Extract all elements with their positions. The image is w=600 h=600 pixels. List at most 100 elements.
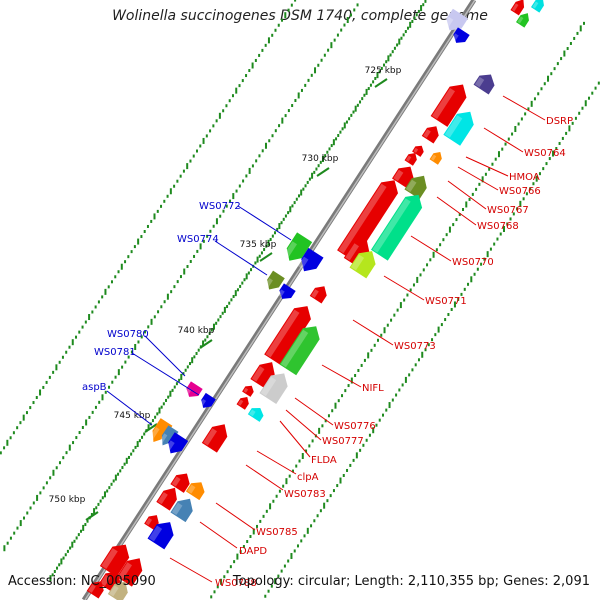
tick-mark xyxy=(315,167,318,171)
tick-mark xyxy=(393,313,396,317)
tick-mark xyxy=(81,325,84,329)
tick-mark xyxy=(328,147,331,151)
tick-mark xyxy=(232,294,235,298)
tick-mark xyxy=(153,315,156,319)
gene-arrow-highlight xyxy=(203,428,218,446)
tick-mark xyxy=(254,58,257,62)
tick-mark xyxy=(138,439,141,443)
tick-mark xyxy=(550,72,553,76)
tick-mark xyxy=(234,290,237,297)
tick-mark xyxy=(289,206,292,213)
tick-mark xyxy=(391,398,394,402)
tick-mark xyxy=(88,314,91,321)
tick-mark xyxy=(290,552,293,559)
tick-mark xyxy=(422,3,425,7)
gene-arrow-highlight xyxy=(311,289,319,298)
tick-mark xyxy=(363,93,366,97)
gene-arrow-highlight xyxy=(413,147,419,153)
tick-mark xyxy=(484,172,487,176)
tick-mark xyxy=(569,41,572,45)
tick-mark xyxy=(225,204,228,208)
tick-mark xyxy=(409,288,412,292)
tick-mark xyxy=(196,249,199,253)
gene-arrow-highlight xyxy=(423,129,431,138)
tick-mark xyxy=(171,388,174,392)
forward-gene-arrow xyxy=(116,558,143,587)
tick-mark xyxy=(553,67,556,71)
tick-mark xyxy=(350,377,353,384)
leader-line xyxy=(279,420,311,458)
gene-arrow-highlight xyxy=(158,433,168,444)
tick-mark xyxy=(186,365,189,369)
reverse-gene-arrow xyxy=(168,432,189,454)
gene-label-ws0764: WS0764 xyxy=(524,148,566,159)
tick-mark xyxy=(65,451,68,455)
tick-mark xyxy=(78,330,81,334)
tick-mark xyxy=(396,43,399,47)
leader-line xyxy=(321,364,362,388)
tick-mark xyxy=(42,486,45,490)
tick-mark xyxy=(400,36,403,40)
tick-mark xyxy=(412,283,415,287)
tick-mark xyxy=(60,558,63,565)
tick-mark xyxy=(597,81,600,85)
tick-mark xyxy=(182,169,185,173)
tick-mark xyxy=(140,335,143,339)
gene-arrow-highlight xyxy=(165,440,175,452)
tick-mark xyxy=(504,142,507,146)
tick-mark xyxy=(335,137,338,141)
tick-mark xyxy=(258,53,261,57)
tick-mark xyxy=(401,383,404,387)
tick-mark xyxy=(140,235,143,239)
tick-mark xyxy=(264,594,267,598)
tick-mark xyxy=(248,167,251,174)
gene-label-dapd: DAPD xyxy=(239,546,267,557)
gene-label-ws0783: WS0783 xyxy=(284,489,326,500)
tick-mark xyxy=(348,117,351,121)
tick-mark xyxy=(409,21,412,28)
gene-label-ws0781: WS0781 xyxy=(94,347,136,358)
tick-mark xyxy=(146,224,149,228)
tick-mark xyxy=(333,38,336,42)
tick-mark xyxy=(431,338,434,342)
tick-mark xyxy=(334,402,337,409)
tick-mark xyxy=(85,419,88,426)
forward-gene-arrow xyxy=(170,498,193,523)
tick-mark xyxy=(213,590,216,594)
tick-mark xyxy=(162,402,165,406)
leader-line xyxy=(410,235,452,262)
scale-label: 735 kbp xyxy=(240,240,277,250)
gene-arrow-highlight xyxy=(251,366,265,382)
tick-mark xyxy=(156,412,159,416)
tick-mark xyxy=(356,103,359,107)
tick-mark xyxy=(98,400,101,404)
tick-mark xyxy=(332,139,335,146)
tick-mark xyxy=(71,541,74,548)
tick-mark xyxy=(178,378,181,382)
tick-mark xyxy=(45,380,48,384)
forward-gene-arrow xyxy=(443,111,474,146)
tick-mark xyxy=(216,585,219,589)
map-title: Wolinella succinogenes DSM 1740, complet… xyxy=(112,8,488,24)
tick-mark xyxy=(72,441,75,445)
tick-mark xyxy=(192,154,195,158)
tick-mark xyxy=(71,339,74,346)
tick-mark xyxy=(556,62,559,66)
gene-label-ws0766: WS0766 xyxy=(499,186,541,197)
tick-mark xyxy=(241,79,244,83)
forward-gene-arrow xyxy=(404,175,427,200)
forward-gene-arrow xyxy=(404,152,417,166)
gene-arrow-highlight xyxy=(350,254,365,271)
tick-mark xyxy=(369,83,372,87)
tick-mark xyxy=(341,394,344,398)
tick-mark xyxy=(210,595,213,599)
tick-mark xyxy=(103,491,106,498)
tick-mark xyxy=(104,288,107,295)
leader-line xyxy=(131,352,200,396)
scale-tick xyxy=(316,167,330,177)
tick-mark xyxy=(373,343,376,347)
tick-mark xyxy=(429,258,432,262)
tick-mark xyxy=(361,97,364,101)
tick-mark xyxy=(529,187,532,191)
tick-mark xyxy=(321,424,324,428)
